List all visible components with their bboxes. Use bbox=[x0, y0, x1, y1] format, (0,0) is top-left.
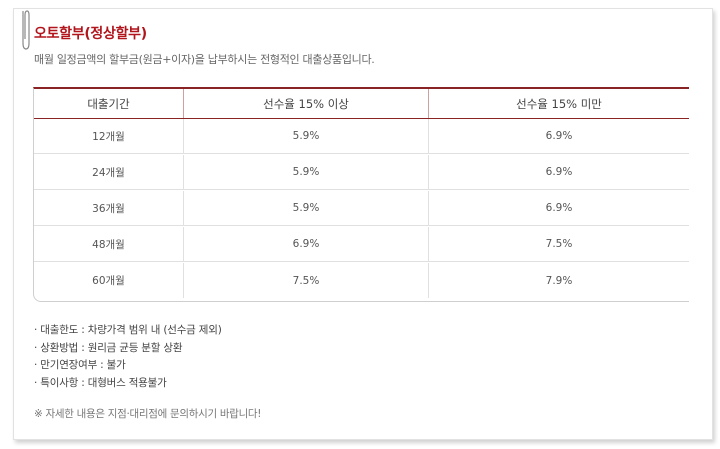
period-cell: 36개월 bbox=[92, 202, 125, 215]
table-row: 12개월 5.9% 6.9% bbox=[34, 119, 689, 154]
note-special: · 특이사항 : 대형버스 적용불가 bbox=[34, 376, 167, 389]
table-row: 48개월 6.9% 7.5% bbox=[34, 227, 689, 262]
page-description: 매월 일정금액의 할부금(원금+이자)을 납부하시는 전형적인 대출상품입니다. bbox=[34, 53, 375, 66]
period-cell: 12개월 bbox=[92, 130, 125, 143]
rate-low-cell: 6.9% bbox=[428, 155, 689, 189]
column-header-rate-high: 선수율 15% 이상 bbox=[183, 89, 428, 118]
page-title: 오토할부(정상할부) bbox=[34, 26, 147, 42]
rate-high-cell: 6.9% bbox=[183, 227, 428, 261]
table-row: 24개월 5.9% 6.9% bbox=[34, 155, 689, 190]
contact-notice: ※ 자세한 내용은 지점·대리점에 문의하시기 바랍니다! bbox=[34, 408, 262, 420]
rate-low-cell: 7.5% bbox=[428, 227, 689, 261]
rate-table: 대출기간 선수율 15% 이상 선수율 15% 미만 12개월 5.9% 6.9… bbox=[33, 87, 689, 302]
note-extension: · 만기연장여부 : 불가 bbox=[34, 359, 126, 371]
note-repayment-method: · 상환방법 : 원리금 균등 분할 상환 bbox=[34, 341, 183, 354]
table-row: 36개월 5.9% 6.9% bbox=[34, 191, 689, 226]
table-header-row: 대출기간 선수율 15% 이상 선수율 15% 미만 bbox=[34, 89, 689, 119]
rate-high-cell: 5.9% bbox=[183, 119, 428, 153]
column-header-rate-low: 선수율 15% 미만 bbox=[428, 89, 689, 118]
period-cell: 24개월 bbox=[92, 166, 125, 179]
table-row: 60개월 7.5% 7.9% bbox=[34, 263, 689, 298]
rate-high-cell: 7.5% bbox=[183, 263, 428, 298]
rate-high-cell: 5.9% bbox=[183, 191, 428, 225]
rate-low-cell: 6.9% bbox=[428, 191, 689, 225]
paperclip-icon bbox=[22, 10, 30, 50]
rate-low-cell: 7.9% bbox=[428, 263, 689, 298]
product-notes: · 대출한도 : 차량가격 범위 내 (선수금 제외) · 상환방법 : 원리금… bbox=[34, 322, 222, 392]
note-loan-limit: · 대출한도 : 차량가격 범위 내 (선수금 제외) bbox=[34, 324, 222, 336]
product-card bbox=[13, 8, 713, 440]
period-cell: 60개월 bbox=[92, 275, 125, 287]
rate-high-cell: 5.9% bbox=[183, 155, 428, 189]
rate-low-cell: 6.9% bbox=[428, 119, 689, 153]
period-cell: 48개월 bbox=[92, 238, 125, 251]
column-header-period: 대출기간 bbox=[87, 96, 130, 111]
